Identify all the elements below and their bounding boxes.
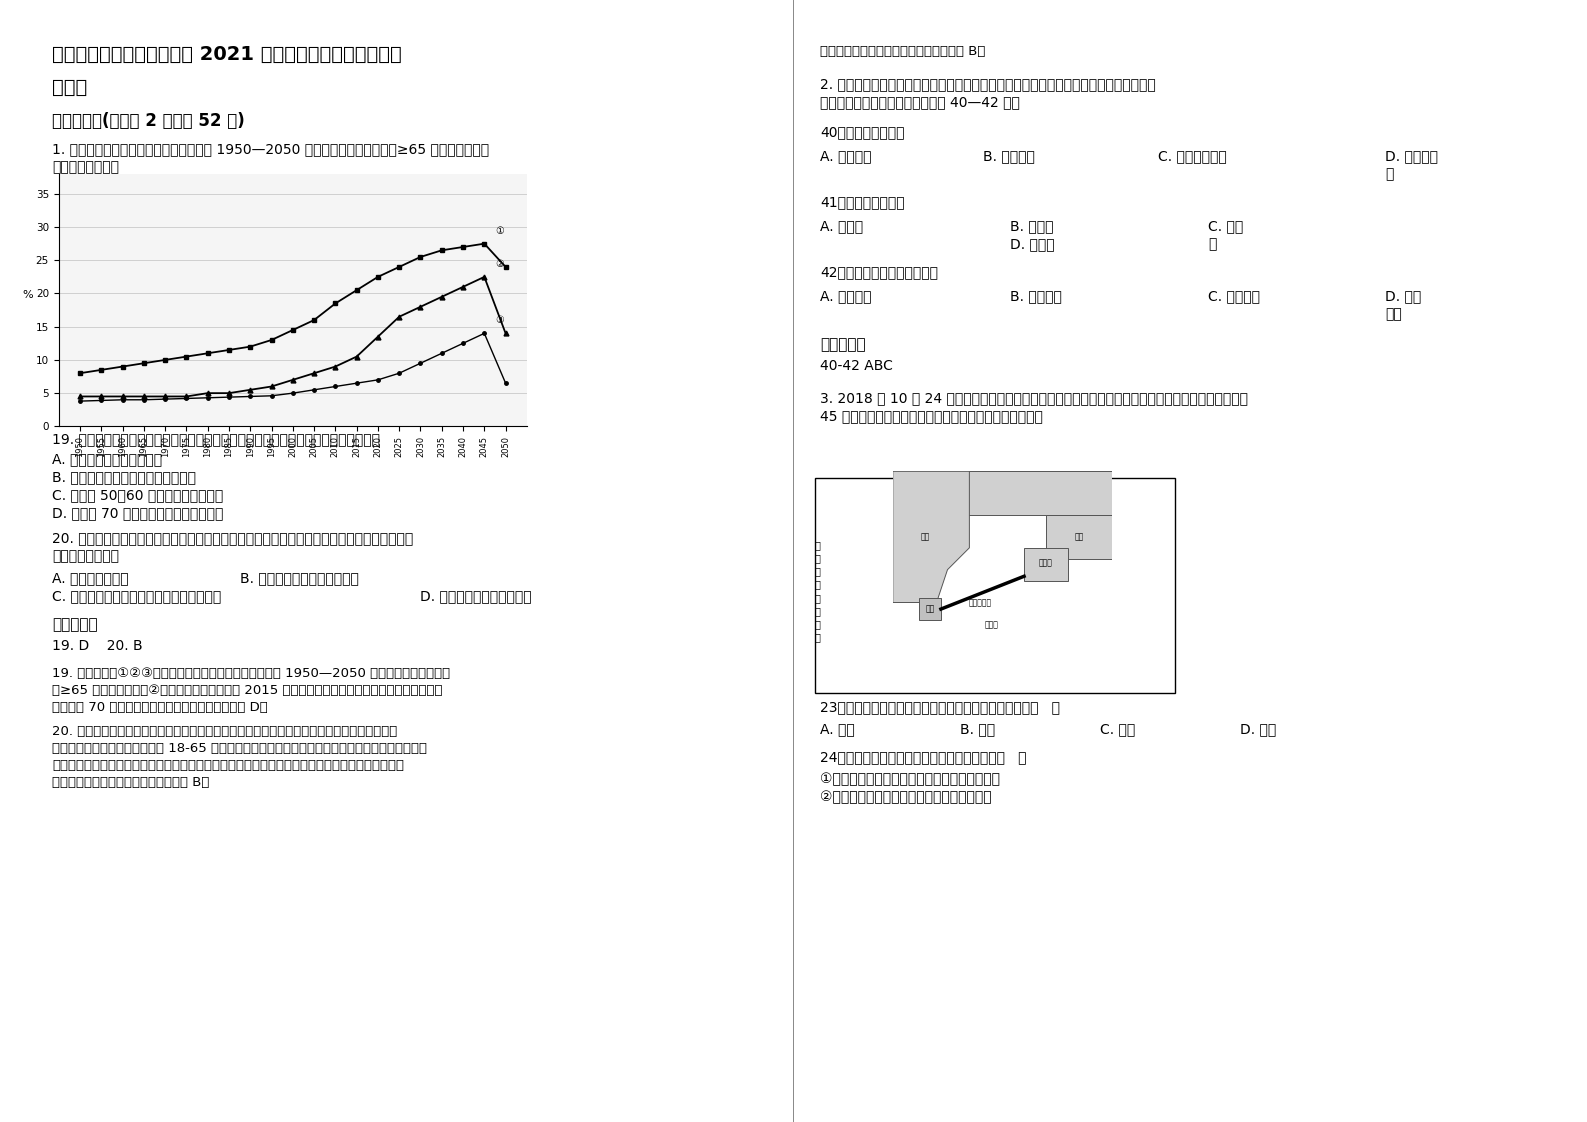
Polygon shape [893,471,1111,515]
Text: A. 对流雨: A. 对流雨 [820,219,863,233]
Polygon shape [1024,548,1068,581]
Text: A. 冷锋过镜: A. 冷锋过镜 [820,149,871,163]
Text: 1. 下图示意发达国家、发展中国家和中国 1950—2050 年（预测）老龄化人口（≥65 岁）比重变化，: 1. 下图示意发达国家、发展中国家和中国 1950—2050 年（预测）老龄化人… [52,142,489,156]
Text: 与上世纪 70 年代末计划生育政策的实施有关，故选 D。: 与上世纪 70 年代末计划生育政策的实施有关，故选 D。 [52,701,268,714]
Text: C. 上世纪 50、60 年代人口的快速增长: C. 上世纪 50、60 年代人口的快速增长 [52,488,224,502]
Text: 40-42 ABC: 40-42 ABC [820,359,893,373]
Text: ①: ① [495,226,503,236]
Bar [816,478,1174,693]
Text: D. 冬夏: D. 冬夏 [1385,289,1422,303]
Text: 段青壮年负担加重；劳动力是指 18-65 岁人口，短期内新出生人口不会转化为劳动力，即劳动力短期: 段青壮年负担加重；劳动力是指 18-65 岁人口，短期内新出生人口不会转化为劳动… [52,742,427,755]
Text: D. 台风雨: D. 台风雨 [1009,237,1055,251]
Text: 香港: 香港 [1074,532,1084,542]
Text: 粉业、幼教事业等职业就业增多，故选 B。: 粉业、幼教事业等职业就业增多，故选 B。 [52,776,209,789]
Text: ②: ② [495,259,503,269]
Text: B. 劳动力数量增多，价格降低: B. 劳动力数量增多，价格降低 [240,571,359,585]
Text: 港珠澳大桥: 港珠澳大桥 [968,598,992,607]
Text: 2. 中央气象台预报：受来自西伯利亚寒冷气流的影响，我国东部大部分地区将经历一次降: 2. 中央气象台预报：受来自西伯利亚寒冷气流的影响，我国东部大部分地区将经历一次… [820,77,1155,91]
Text: A. 青壮年负担加重: A. 青壮年负担加重 [52,571,129,585]
Text: A. 铁路: A. 铁路 [820,721,855,736]
Text: D. 无锋面过: D. 无锋面过 [1385,149,1438,163]
Text: 45 分钟。下图为港珠澳大桥示意图，据此完成下列各题。: 45 分钟。下图为港珠澳大桥示意图，据此完成下列各题。 [820,410,1043,423]
Text: 内不会增多；由于儿童数量增加，教育、卫生压力加重；短期内，新出生儿童增多，会使得婴幼儿奶: 内不会增多；由于儿童数量增加，教育、卫生压力加重；短期内，新出生儿童增多，会使得… [52,758,405,772]
Text: B. 暖锋过镜: B. 暖锋过镜 [982,149,1035,163]
Text: 读图完成下列各题: 读图完成下列各题 [52,160,119,174]
Text: ②吸引香港居民到此置业，促进房地产业发展: ②吸引香港居民到此置业，促进房地产业发展 [820,790,992,804]
Text: 24、港珠澳大桥通车后，对珠海带来的影响有（   ）: 24、港珠澳大桥通车后，对珠海带来的影响有（ ） [820,749,1027,764]
Text: 含解析: 含解析 [52,79,87,96]
Y-axis label: %: % [22,291,33,301]
Text: C. 准静止锋过镜: C. 准静止锋过镜 [1159,149,1227,163]
Text: 20. 为缓解日趋严重的老龄化问题，国家实施了全面二孩政策，该政策的实施对我国现阶段的影: 20. 为缓解日趋严重的老龄化问题，国家实施了全面二孩政策，该政策的实施对我国现… [52,531,413,545]
Text: 23、港珠澳大桥的通车，受冲击最大的交通运输方式是（   ）: 23、港珠澳大桥的通车，受冲击最大的交通运输方式是（ ） [820,700,1060,714]
Polygon shape [1046,515,1111,559]
Text: 珠海: 珠海 [920,532,930,542]
Text: C. 教育和卫生等社会公共资源变得更加紧张: C. 教育和卫生等社会公共资源变得更加紧张 [52,589,221,603]
Text: 季节: 季节 [1385,307,1401,321]
Text: 19. 该图可知，①②③分别为发达国家、中国、发展中国家 1950—2050 年（预测）老龄化人口: 19. 该图可知，①②③分别为发达国家、中国、发展中国家 1950—2050 年… [52,666,451,680]
Text: D. 上世纪 70 年代末计划生育政策的实施: D. 上世纪 70 年代末计划生育政策的实施 [52,506,224,519]
Text: B. 夏秋季节: B. 夏秋季节 [1009,289,1062,303]
Text: 人工岛: 人工岛 [984,619,998,629]
Text: 澳门: 澳门 [925,605,935,614]
Text: ③: ③ [495,315,503,325]
Text: 一、选择题(每小题 2 分，共 52 分): 一、选择题(每小题 2 分，共 52 分) [52,112,244,130]
Text: 温、大风、雨雪的过程。回答下面 40—42 题。: 温、大风、雨雪的过程。回答下面 40—42 题。 [820,95,1020,109]
Text: 参考答案：: 参考答案： [52,617,98,632]
Text: 20. 中国政府为缓解日趋严重的老龄化问题，实施了全面二孩政策，政策的出台，使得我国现阶: 20. 中国政府为缓解日趋严重的老龄化问题，实施了全面二孩政策，政策的出台，使得… [52,725,397,738]
Text: B. 我国医疗水平的提高，死亡率降低: B. 我国医疗水平的提高，死亡率降低 [52,470,197,484]
Text: 港
珠
澳
大
桥
示
意
图: 港 珠 澳 大 桥 示 意 图 [816,540,820,643]
Text: 3. 2018 年 10 月 24 日，世界最长的跨海大桥港珠澳大桥正式通车，届时驾车从香港到珠海、澳门仅需: 3. 2018 年 10 月 24 日，世界最长的跨海大桥港珠澳大桥正式通车，届… [820,390,1247,405]
Text: 粉事业、幼教事业等职业就业增多，故选 B。: 粉事业、幼教事业等职业就业增多，故选 B。 [820,45,986,58]
Text: 19. D    20. B: 19. D 20. B [52,640,143,653]
Polygon shape [893,471,970,603]
Text: 境: 境 [1385,167,1393,181]
Polygon shape [919,598,941,620]
Text: 雨: 雨 [1208,237,1216,251]
Text: 41、这次降水类型属: 41、这次降水类型属 [820,195,905,209]
Text: 42、这种天气常发生的季节是: 42、这种天气常发生的季节是 [820,265,938,279]
Text: 大屿山: 大屿山 [1039,559,1052,568]
Text: 响表述不正确的是: 响表述不正确的是 [52,549,119,563]
Text: 40、这次天气现象属: 40、这次天气现象属 [820,125,905,139]
Text: 安徽省合肥市第六十二中学 2021 年高一地理下学期期末试题: 安徽省合肥市第六十二中学 2021 年高一地理下学期期末试题 [52,45,402,64]
Text: C. 水运: C. 水运 [1100,721,1135,736]
Text: ①加大承接香港资金和产业转移，促进经济发展: ①加大承接香港资金和产业转移，促进经济发展 [820,772,1000,787]
Text: 19. 图中中国老龄化进程中，有一段时期的老龄化人口比重增长较快，其原因很可能是: 19. 图中中国老龄化进程中，有一段时期的老龄化人口比重增长较快，其原因很可能是 [52,432,379,447]
Text: D. 管道: D. 管道 [1239,721,1276,736]
Text: 参考答案：: 参考答案： [820,337,865,352]
Text: C. 秋冬季节: C. 秋冬季节 [1208,289,1260,303]
Text: A. 春夏季节: A. 春夏季节 [820,289,871,303]
Text: C. 地形: C. 地形 [1208,219,1243,233]
Text: B. 锋面雨: B. 锋面雨 [1009,219,1054,233]
Text: B. 航空: B. 航空 [960,721,995,736]
Text: A. 我国社会经济的快速发展: A. 我国社会经济的快速发展 [52,452,162,466]
Text: （≥65 岁）比重变化，②曲线表示中国变化，在 2015 年前后我国人口老龄化比重增长速度加快，这: （≥65 岁）比重变化，②曲线表示中国变化，在 2015 年前后我国人口老龄化比… [52,684,443,697]
Text: D. 影响劳动人口的职业构成: D. 影响劳动人口的职业构成 [421,589,532,603]
